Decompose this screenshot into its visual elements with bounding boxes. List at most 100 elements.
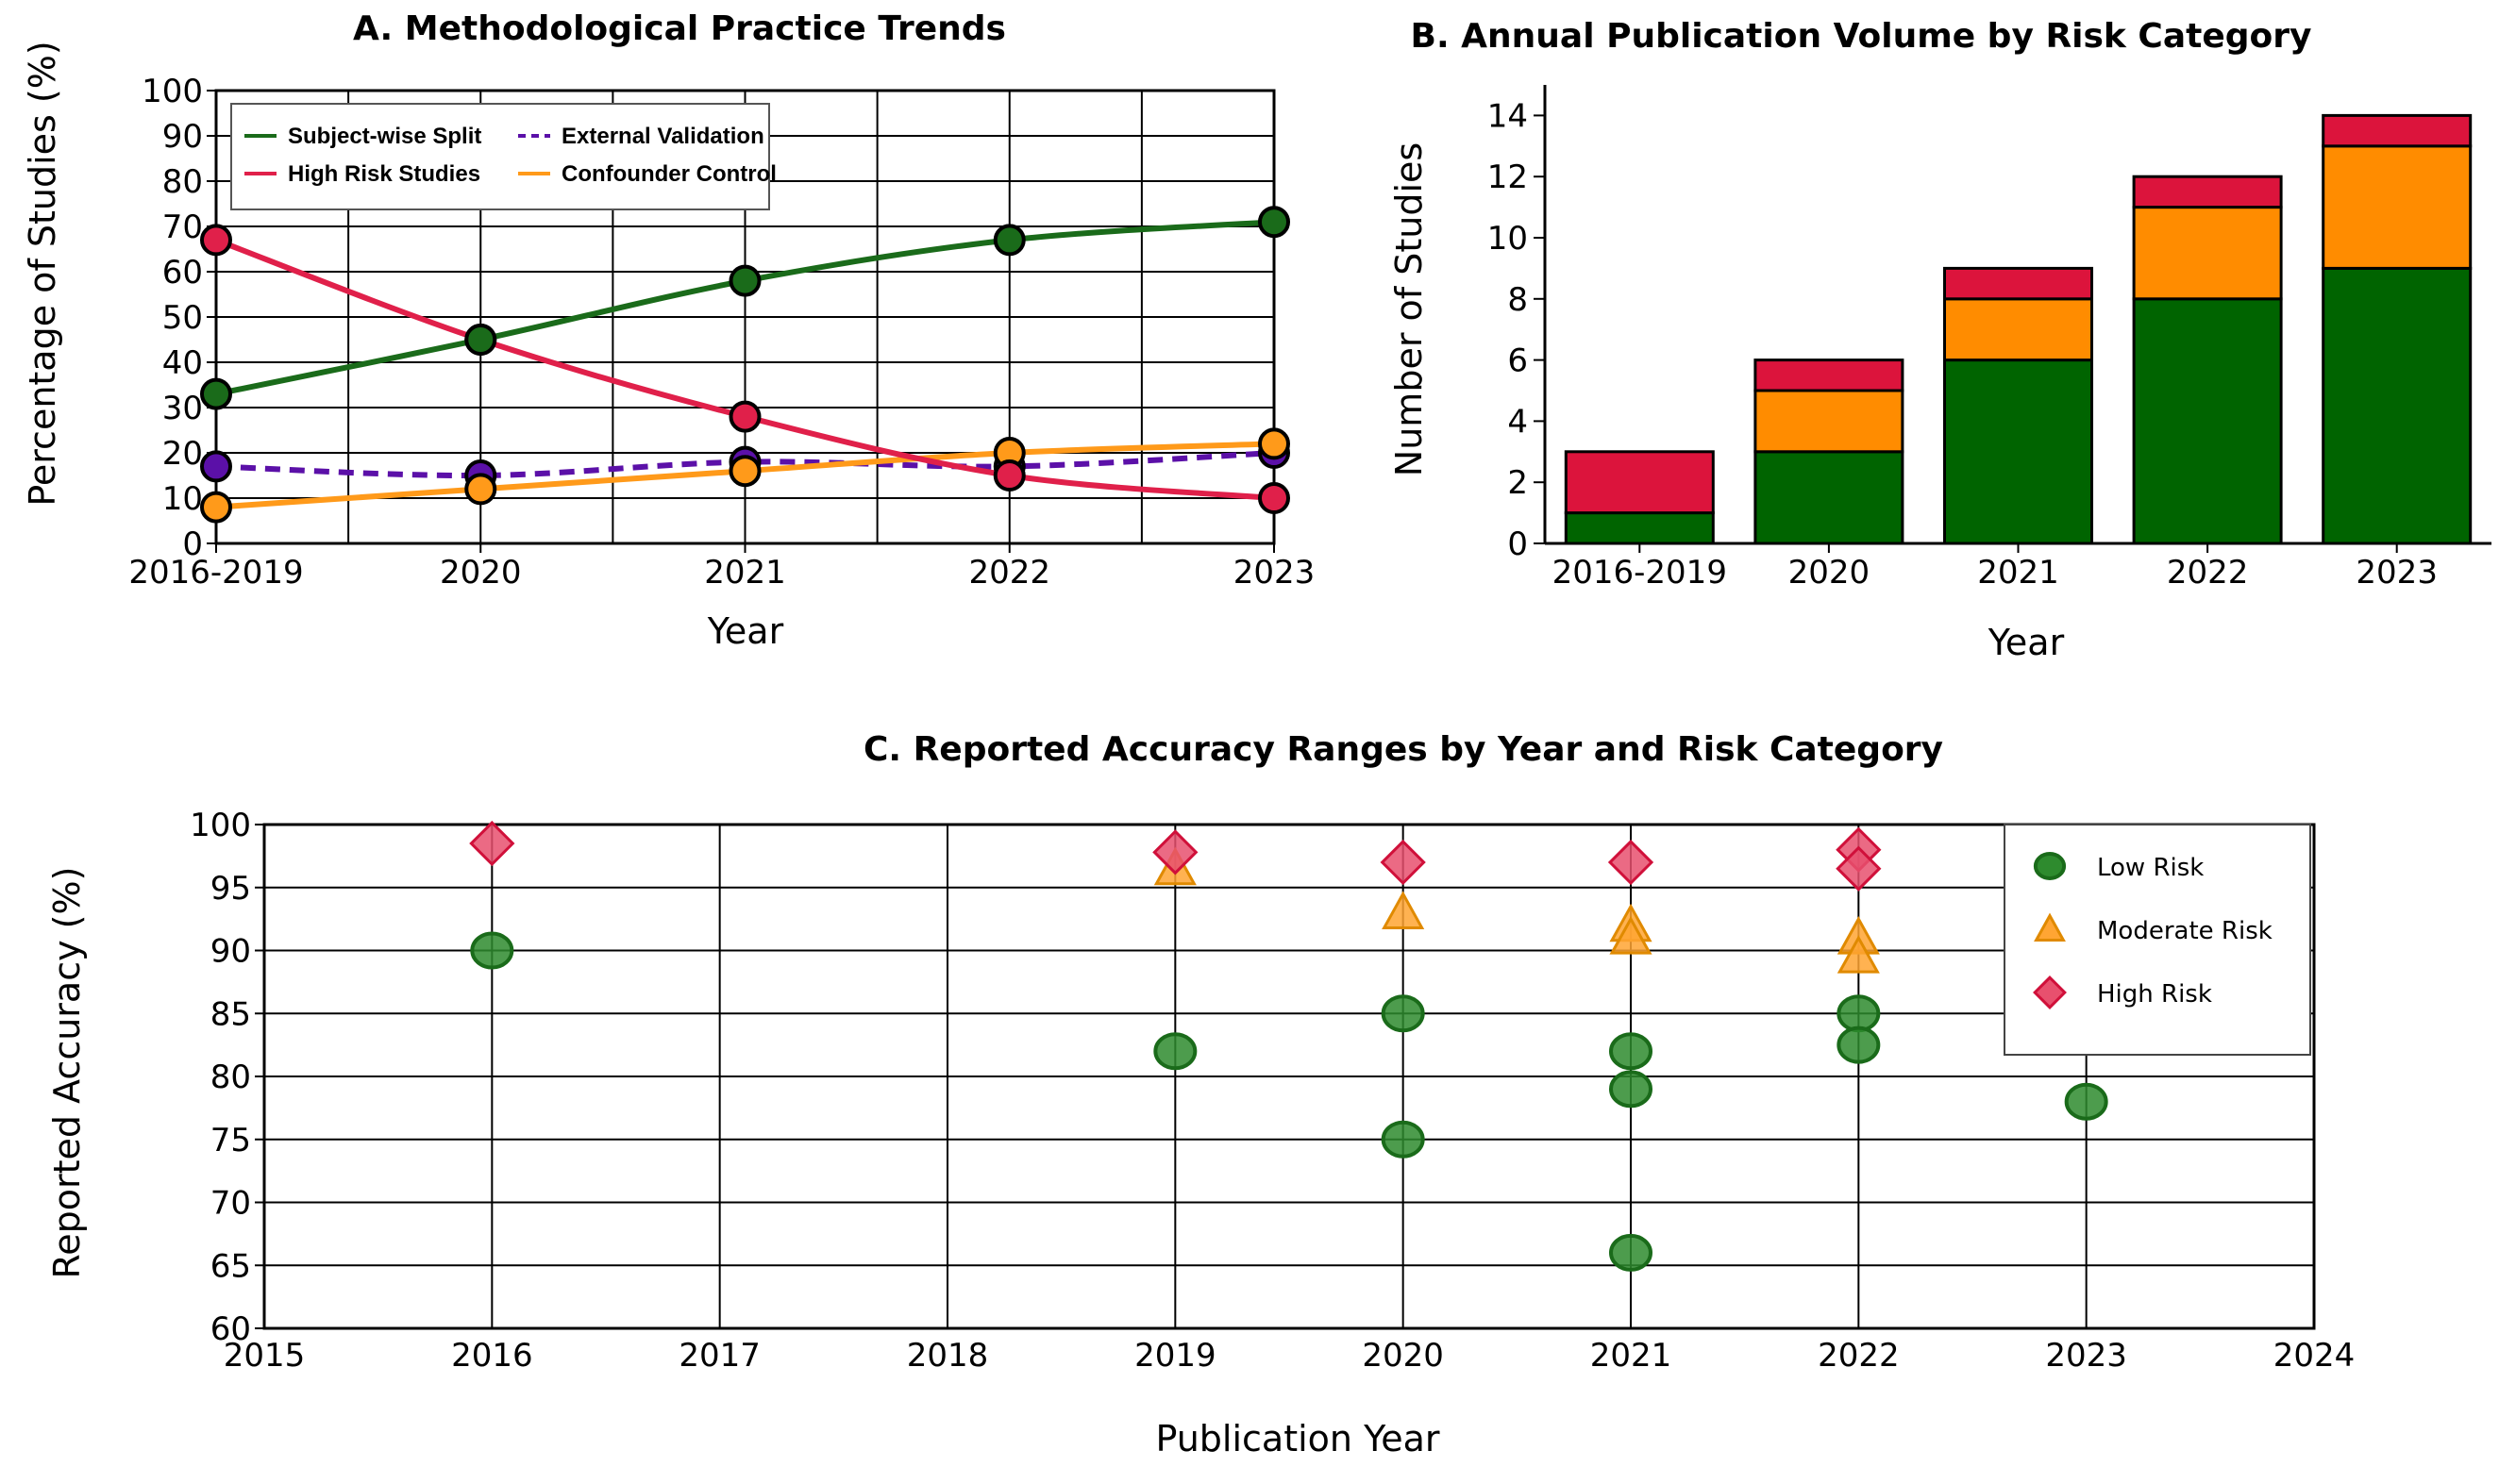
panel-a-point-subject-wise-split xyxy=(993,224,1026,257)
panel-b-bar-segment xyxy=(1753,450,1904,545)
panel-b-stacked-bar-chart: B. Annual Publication Volume by Risk Cat… xyxy=(1388,17,2491,663)
panel-c-legend-label: Low Risk xyxy=(2097,854,2204,882)
panel-a-ytick-label: 50 xyxy=(162,299,203,337)
panel-c-legend-label: Moderate Risk xyxy=(2097,917,2273,945)
panel-a-point-confounder-control xyxy=(464,473,497,506)
panel-a-point-external-validation xyxy=(200,450,232,483)
panel-b-bar-segment xyxy=(2322,113,2473,148)
panel-c-xtick-label: 2023 xyxy=(2045,1337,2127,1375)
panel-a-ylabel: Percentage of Studies (%) xyxy=(22,41,63,506)
panel-c-ytick-label: 70 xyxy=(210,1185,251,1223)
panel-c-point-moderate-risk xyxy=(1382,891,1425,929)
panel-c-point-low-risk xyxy=(1381,994,1425,1033)
panel-c-ytick-label: 95 xyxy=(210,870,251,908)
panel-c-legend-marker xyxy=(2033,852,2067,880)
panel-b-ytick-label: 0 xyxy=(1507,525,1528,563)
panel-a-xtick-label: 2023 xyxy=(1233,554,1316,592)
panel-a-ytick-label: 100 xyxy=(142,73,203,110)
panel-c-point-high-risk xyxy=(1607,839,1654,886)
panel-a-xtick-label: 2022 xyxy=(968,554,1050,592)
panel-b-bar-segment xyxy=(1564,511,1715,545)
panel-c-plot-frame xyxy=(262,823,2316,1330)
panel-a-point-confounder-control xyxy=(1258,427,1290,460)
panel-c-title: C. Reported Accuracy Ranges by Year and … xyxy=(864,730,1943,769)
panel-c-xtick-label: 2020 xyxy=(1362,1337,1444,1375)
panel-c-ylabel: Reported Accuracy (%) xyxy=(46,867,88,1279)
panel-b-ytick-label: 4 xyxy=(1507,403,1528,441)
panel-c-point-low-risk xyxy=(1609,1032,1652,1071)
panel-c-scatter-chart: C. Reported Accuracy Ranges by Year and … xyxy=(46,730,2355,1459)
panel-c-point-high-risk xyxy=(1152,829,1199,875)
panel-a-ytick-label: 20 xyxy=(162,435,203,473)
panel-c-legend-marker xyxy=(2033,975,2067,1009)
panel-c-xtick-label: 2019 xyxy=(1134,1337,1216,1375)
panel-c-xtick-label: 2022 xyxy=(1818,1337,1900,1375)
panel-c-ytick-label: 80 xyxy=(210,1059,251,1096)
panel-b-bar-segment xyxy=(2132,175,2283,209)
panel-c-ytick-label: 90 xyxy=(210,933,251,971)
panel-c-xtick-label: 2015 xyxy=(224,1337,306,1375)
panel-b-bar-segment xyxy=(2132,297,2283,545)
panel-c-xtick-label: 2017 xyxy=(679,1337,761,1375)
panel-a-xtick-label: 2020 xyxy=(440,554,522,592)
panel-b-xtick-label: 2023 xyxy=(2356,554,2438,592)
panel-a-xlabel: Year xyxy=(707,610,784,652)
panel-a-legend: Subject-wise Split High Risk Studies Exter… xyxy=(230,103,777,210)
panel-a-xtick-label: 2021 xyxy=(704,554,786,592)
panel-b-bar-segment xyxy=(1753,358,1904,392)
panel-c-point-high-risk xyxy=(469,820,515,867)
panel-a-point-confounder-control xyxy=(729,455,762,488)
panel-b-ytick-label: 6 xyxy=(1507,342,1528,380)
panel-a-xtick-label: 2016-2019 xyxy=(128,554,303,592)
panel-a-point-subject-wise-split xyxy=(1258,206,1290,239)
panel-a-line-chart: A. Methodological Practice Trends 0 10 20 3… xyxy=(22,9,1315,652)
panel-a-legend-label: External Validation xyxy=(562,124,764,149)
panel-c-xtick-label: 2021 xyxy=(1590,1337,1672,1375)
panel-a-point-subject-wise-split xyxy=(200,377,232,410)
panel-c-legend-marker xyxy=(2034,912,2066,942)
panel-c-ytick-label: 85 xyxy=(210,995,251,1033)
panel-c-point-low-risk xyxy=(2064,1082,2108,1121)
panel-a-point-high-risk-studies xyxy=(729,400,762,433)
panel-a-point-high-risk-studies xyxy=(993,459,1026,492)
panel-c-point-low-risk xyxy=(1609,1233,1652,1272)
panel-b-bar-segment xyxy=(1943,297,2093,362)
panel-b-xtick-label: 2021 xyxy=(1977,554,2059,592)
panel-b-bar-segment xyxy=(1753,389,1904,454)
panel-b-bar-segment xyxy=(2322,144,2473,270)
panel-b-xtick-label: 2016-2019 xyxy=(1552,554,1727,592)
panel-c-point-low-risk xyxy=(1837,994,1881,1033)
panel-a-ytick-label: 90 xyxy=(162,118,203,156)
panel-c-xtick-label: 2024 xyxy=(2273,1337,2356,1375)
panel-c-legend: Low Risk Moderate Risk High Risk xyxy=(2004,824,2311,1056)
panel-c-point-moderate-risk xyxy=(1837,935,1880,974)
panel-c-ytick-label: 60 xyxy=(210,1310,251,1348)
panel-b-bar-segment xyxy=(2132,206,2283,301)
panel-a-point-subject-wise-split xyxy=(729,264,762,297)
panel-a-ytick-label: 40 xyxy=(162,344,203,382)
panel-c-point-low-risk xyxy=(1153,1032,1198,1071)
panel-c-point-low-risk xyxy=(470,931,514,970)
panel-a-title: A. Methodological Practice Trends xyxy=(353,9,1006,48)
panel-b-bar-segment xyxy=(1564,450,1715,515)
panel-c-xlabel: Publication Year xyxy=(1155,1418,1439,1459)
panel-b-xlabel: Year xyxy=(1988,622,2065,663)
panel-a-legend-label: Confounder Control xyxy=(562,161,777,187)
panel-a-point-confounder-control xyxy=(200,491,232,524)
panel-c-point-high-risk xyxy=(1380,839,1426,886)
panel-a-point-high-risk-studies xyxy=(200,224,232,257)
panel-c-legend-label: High Risk xyxy=(2097,980,2212,1009)
panel-c-point-low-risk xyxy=(1381,1120,1425,1159)
panel-c-point-moderate-risk xyxy=(1609,916,1652,955)
panel-a-ytick-label: 0 xyxy=(182,525,203,563)
panel-b-xtick-label: 2020 xyxy=(1788,554,1870,592)
panel-a-legend-label: Subject-wise Split xyxy=(288,124,481,149)
panel-a-ytick-label: 60 xyxy=(162,254,203,292)
panel-b-bar-segment xyxy=(1943,358,2093,545)
panel-c-xtick-label: 2018 xyxy=(907,1337,989,1375)
panel-a-legend-box xyxy=(230,103,770,210)
panel-b-title: B. Annual Publication Volume by Risk Cat… xyxy=(1411,17,2312,56)
panel-a-ytick-label: 80 xyxy=(162,163,203,201)
panel-c-ytick-label: 65 xyxy=(210,1247,251,1285)
